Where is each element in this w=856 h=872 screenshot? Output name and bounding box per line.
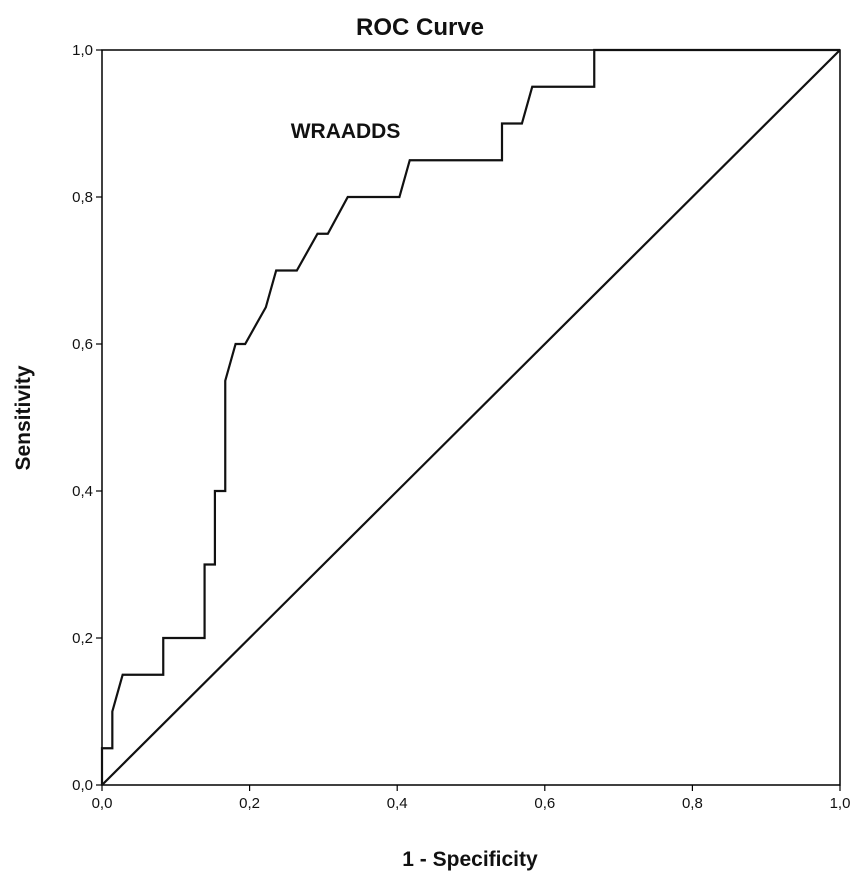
plot-frame	[101, 49, 841, 786]
series-annotation: WRAADDS	[291, 120, 401, 143]
x-tick-label: 1,0	[830, 795, 851, 812]
y-axis: 0,0 0,2 0,4 0,6 0,8 1,0	[72, 42, 102, 794]
y-tick-label: 0,0	[72, 777, 93, 794]
series-layer	[100, 48, 841, 786]
y-tick-label: 0,4	[72, 483, 93, 500]
x-tick-label: 0,4	[387, 795, 408, 812]
y-tick-label: 1,0	[72, 42, 93, 59]
reference-diagonal-line	[101, 49, 841, 786]
y-tick-label: 0,8	[72, 189, 93, 206]
x-tick-label: 0,0	[92, 795, 113, 812]
roc-curve-line	[100, 48, 840, 785]
x-tick-label: 0,8	[682, 795, 703, 812]
y-axis-label: Sensitivity	[12, 365, 35, 470]
annotations: WRAADDS	[291, 120, 401, 143]
y-tick-label: 0,6	[72, 336, 93, 353]
x-tick-label: 0,2	[239, 795, 260, 812]
x-axis: 0,0 0,2 0,4 0,6 0,8 1,0	[92, 785, 851, 812]
y-tick-label: 0,2	[72, 630, 93, 647]
x-axis-label: 1 - Specificity	[402, 848, 538, 871]
chart-title: ROC Curve	[356, 14, 484, 41]
x-tick-label: 0,6	[534, 795, 555, 812]
